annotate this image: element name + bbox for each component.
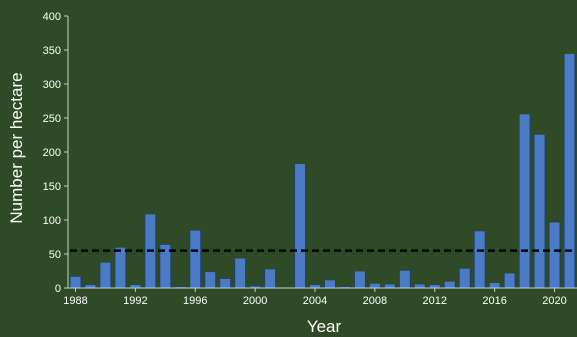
bar-1999: [234, 257, 246, 289]
x-tick-label-2004: 2004: [303, 295, 327, 307]
x-tick-label-2012: 2012: [423, 295, 447, 307]
bar-2019: [533, 133, 546, 289]
bar-2001: [264, 268, 276, 289]
y-tick-label-350: 350: [43, 45, 61, 57]
bar-2004: [309, 284, 321, 289]
bar-2020: [548, 221, 561, 289]
bar-1991: [114, 246, 127, 289]
bar-1992: [129, 284, 142, 289]
bar-1988: [69, 276, 82, 289]
bar-2009: [384, 283, 396, 289]
bar-2003: [294, 163, 306, 289]
bar-2018: [518, 113, 531, 289]
bar-2007: [354, 270, 366, 289]
x-tick-label-2020: 2020: [542, 295, 566, 307]
x-tick-label-2000: 2000: [243, 295, 267, 307]
bar-2015: [473, 230, 486, 289]
bar-2010: [399, 269, 411, 289]
x-tick-label-2008: 2008: [363, 295, 387, 307]
bar-2008: [369, 282, 381, 289]
bar-2021: [563, 53, 576, 289]
bar-1989: [84, 284, 97, 289]
y-tick-label-200: 200: [43, 147, 61, 159]
bars-layer: [69, 53, 576, 289]
x-axis-title: Year: [307, 317, 342, 336]
bar-1997: [204, 271, 217, 289]
x-tick-label-1988: 1988: [63, 295, 87, 307]
bar-2016: [488, 282, 501, 289]
y-tick-label-150: 150: [43, 181, 61, 193]
bar-1998: [219, 278, 231, 289]
y-tick-label-400: 400: [43, 11, 61, 23]
x-tick-label-1996: 1996: [183, 295, 207, 307]
y-tick-label-250: 250: [43, 113, 61, 125]
y-tick-label-100: 100: [43, 215, 61, 227]
bar-1990: [99, 261, 112, 289]
bar-2005: [324, 279, 336, 289]
bar-2014: [458, 267, 471, 289]
bar-2011: [414, 283, 426, 289]
axes: [64, 15, 577, 292]
y-tick-label-0: 0: [55, 283, 61, 295]
y-tick-label-50: 50: [49, 249, 61, 261]
y-axis-title: Number per hectare: [7, 72, 26, 223]
y-tick-label-300: 300: [43, 79, 61, 91]
x-tick-label-1992: 1992: [123, 295, 147, 307]
bar-2012: [428, 284, 441, 289]
x-tick-label-2016: 2016: [482, 295, 506, 307]
bar-1996: [189, 229, 202, 289]
bar-2013: [443, 280, 456, 289]
tick-labels-layer: 0 50 100 150 200 250 300 350 400 1988 1992 1996 2000…: [43, 11, 567, 307]
bar-2017: [503, 272, 516, 289]
